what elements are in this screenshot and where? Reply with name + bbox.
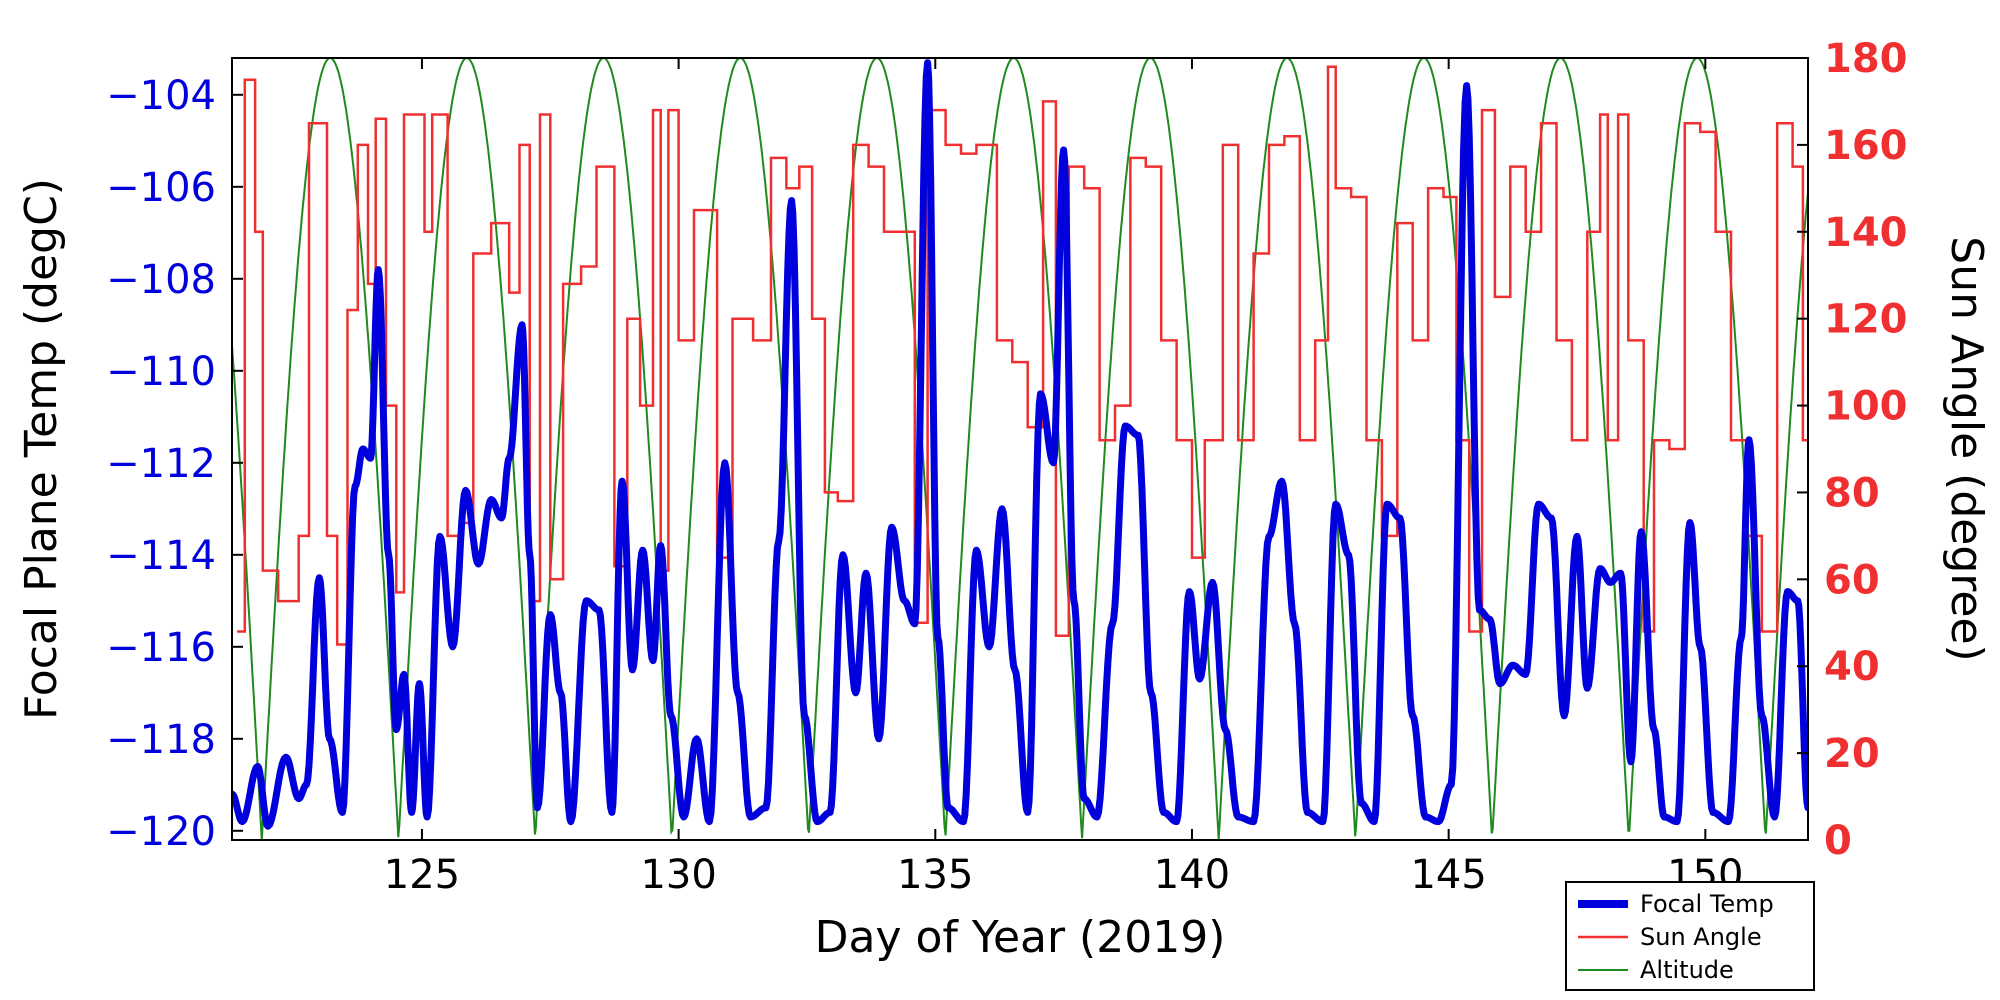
x-tick-label: 125 [384,852,460,898]
y-left-tick-label: −118 [106,717,216,763]
y-left-tick-label: −114 [106,533,216,579]
y-right-tick-label: 80 [1824,470,1880,516]
x-axis-label: Day of Year (2019) [815,912,1226,963]
y-right-tick-label: 120 [1824,297,1908,343]
y-left-tick-label: −120 [106,809,216,855]
x-tick-label: 145 [1410,852,1486,898]
y-left-tick-label: −106 [106,165,216,211]
x-tick-label: 130 [640,852,716,898]
legend: Focal Temp Sun Angle Altitude [1565,881,1815,991]
altitude-line [232,58,1808,840]
y-left-axis-label: Focal Plane Temp (degC) [16,178,67,720]
y-right-tick-label: 20 [1824,731,1880,777]
legend-label: Sun Angle [1640,923,1762,951]
y-right-axis-label: Sun Angle (degree) [1941,236,1992,661]
legend-label: Altitude [1640,956,1734,984]
focal-temp-line [232,59,1808,830]
plot-area [232,58,1808,840]
y-left-tick-label: −112 [106,441,216,487]
y-left-tick-label: −110 [106,349,216,395]
x-tick-label: 135 [897,852,973,898]
y-left-tick-label: −108 [106,257,216,303]
y-right-tick-label: 140 [1824,210,1908,256]
legend-label: Focal Temp [1640,890,1774,918]
y-left-tick-label: −104 [106,73,216,119]
y-right-tick-label: 100 [1824,384,1908,430]
axes-frame [231,57,1809,841]
x-tick-label: 140 [1154,852,1230,898]
y-right-tick-label: 40 [1824,644,1880,690]
y-left-tick-label: −116 [106,625,216,671]
y-right-tick-label: 160 [1824,123,1908,169]
y-right-tick-label: 180 [1824,36,1908,82]
y-right-tick-label: 60 [1824,557,1880,603]
y-right-tick-label: 0 [1824,818,1852,864]
